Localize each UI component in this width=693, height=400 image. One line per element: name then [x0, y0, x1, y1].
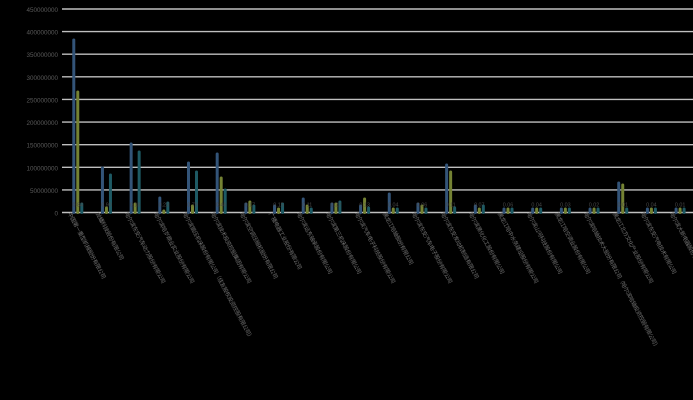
- svg-text:0.11: 0.11: [446, 203, 456, 209]
- svg-text:0.15: 0.15: [273, 203, 284, 209]
- svg-text:0.90: 0.90: [101, 203, 112, 209]
- svg-text:0.04: 0.04: [388, 203, 399, 209]
- svg-text:0.84: 0.84: [73, 203, 84, 209]
- svg-text:0.18: 0.18: [130, 203, 141, 209]
- svg-text:0.17: 0.17: [245, 203, 256, 209]
- svg-text:0.03: 0.03: [560, 203, 571, 209]
- svg-text:250000000: 250000000: [26, 97, 58, 104]
- svg-text:0.13: 0.13: [359, 203, 370, 209]
- svg-text:0.23: 0.23: [159, 203, 170, 209]
- svg-text:300000000: 300000000: [26, 75, 58, 82]
- svg-text:0.01: 0.01: [617, 203, 628, 209]
- svg-text:0.01: 0.01: [675, 203, 686, 209]
- svg-text:0.79: 0.79: [187, 203, 198, 209]
- svg-text:100000000: 100000000: [26, 165, 58, 172]
- svg-text:0.06: 0.06: [417, 203, 428, 209]
- svg-text:0.22: 0.22: [331, 203, 342, 209]
- svg-text:0.06: 0.06: [503, 203, 514, 209]
- svg-text:400000000: 400000000: [26, 30, 58, 37]
- svg-text:50000000: 50000000: [30, 188, 59, 195]
- svg-text:450000000: 450000000: [26, 7, 58, 14]
- svg-text:0.04: 0.04: [531, 203, 542, 209]
- svg-text:0.11: 0.11: [302, 203, 312, 209]
- svg-text:0.07: 0.07: [474, 203, 485, 209]
- svg-text:150000000: 150000000: [26, 143, 58, 150]
- svg-text:0: 0: [54, 211, 58, 218]
- svg-text:0.02: 0.02: [589, 203, 600, 209]
- svg-text:0.04: 0.04: [646, 203, 657, 209]
- svg-text:200000000: 200000000: [26, 120, 58, 127]
- svg-text:350000000: 350000000: [26, 52, 58, 59]
- svg-text:0.46: 0.46: [216, 203, 227, 209]
